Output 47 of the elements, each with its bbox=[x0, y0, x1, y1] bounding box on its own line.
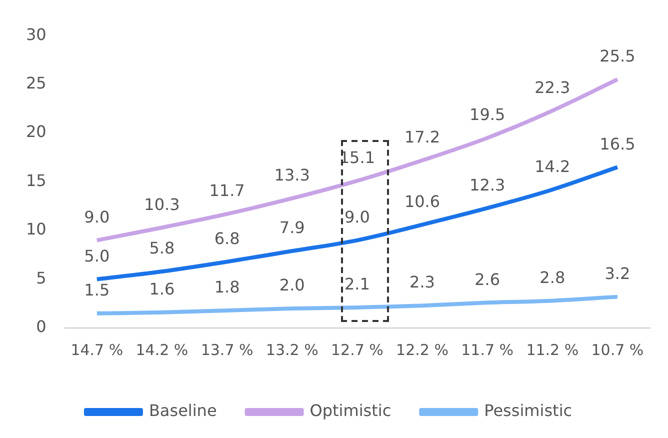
x-tick-label: 10.7 % bbox=[591, 340, 644, 359]
data-label: 2.8 bbox=[540, 268, 566, 287]
y-tick-label: 5 bbox=[36, 268, 46, 288]
y-tick-label: 30 bbox=[26, 24, 46, 44]
data-label: 25.5 bbox=[600, 46, 636, 66]
x-tick-label: 11.7 % bbox=[461, 340, 514, 359]
x-tick-label: 12.2 % bbox=[396, 340, 448, 359]
y-tick-label: 0 bbox=[36, 317, 46, 336]
data-label: 2.1 bbox=[344, 274, 370, 294]
data-label: 5.0 bbox=[84, 246, 110, 266]
data-label: 2.6 bbox=[474, 270, 500, 289]
data-label: 11.7 bbox=[209, 181, 245, 200]
y-tick-label: 10 bbox=[26, 220, 46, 239]
legend-label: Pessimistic bbox=[484, 401, 572, 420]
data-label: 1.6 bbox=[149, 280, 175, 299]
legend-label: Optimistic bbox=[310, 401, 392, 420]
data-label: 13.3 bbox=[274, 166, 310, 185]
data-label: 16.5 bbox=[600, 134, 636, 154]
data-label: 2.3 bbox=[410, 272, 435, 292]
y-tick-label: 25 bbox=[26, 73, 46, 92]
data-label: 5.8 bbox=[149, 238, 175, 258]
data-label: 6.8 bbox=[214, 228, 240, 248]
data-label: 1.8 bbox=[214, 278, 240, 297]
data-label: 7.9 bbox=[279, 218, 305, 238]
data-label: 9.0 bbox=[84, 207, 110, 226]
data-label: 10.6 bbox=[404, 192, 440, 211]
data-label: 22.3 bbox=[534, 78, 570, 97]
y-tick-label: 20 bbox=[26, 122, 46, 142]
data-label: 9.0 bbox=[344, 207, 370, 226]
data-label: 14.2 bbox=[534, 156, 570, 176]
x-tick-label: 12.7 % bbox=[330, 340, 384, 359]
y-tick-label: 15 bbox=[26, 170, 46, 190]
x-tick-label: 13.7 % bbox=[200, 340, 254, 359]
data-label: 3.2 bbox=[604, 264, 630, 283]
x-tick-label: 13.2 % bbox=[266, 340, 318, 359]
line-series bbox=[94, 294, 620, 316]
data-label: 2.0 bbox=[279, 276, 305, 295]
x-tick-label: 14.2 % bbox=[136, 340, 188, 359]
data-label: 1.5 bbox=[84, 280, 110, 300]
x-tick-label: 11.2 % bbox=[526, 340, 579, 359]
data-label: 12.3 bbox=[470, 175, 506, 194]
data-label: 19.5 bbox=[470, 105, 506, 124]
legend-label: Baseline bbox=[148, 401, 217, 420]
data-label: 15.1 bbox=[339, 148, 375, 167]
data-label: 10.3 bbox=[144, 194, 180, 214]
x-tick-label: 14.7 % bbox=[70, 340, 124, 359]
data-label: 17.2 bbox=[404, 128, 440, 147]
